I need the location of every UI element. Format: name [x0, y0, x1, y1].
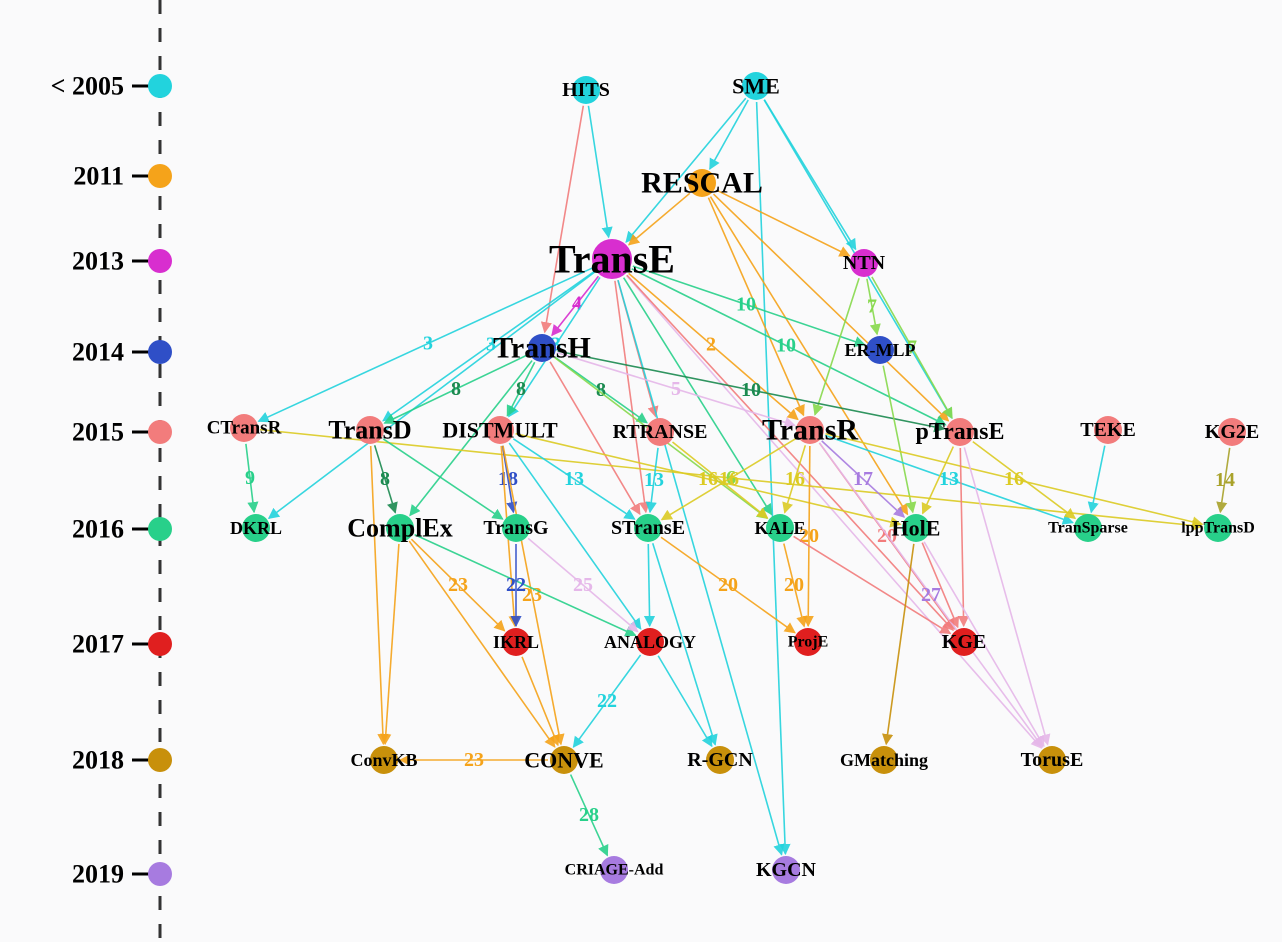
graph-node-label: R-GCN — [687, 749, 753, 771]
timeline-dot — [148, 862, 172, 886]
edge-weight-label: 9 — [245, 467, 255, 489]
graph-node-label: TorusE — [1021, 749, 1084, 771]
graph-node-label: CONVE — [524, 748, 603, 773]
edge-weight-label: 16 — [785, 468, 805, 490]
timeline-year-label: < 2005 — [51, 72, 124, 101]
timeline-year-label: 2017 — [72, 630, 124, 659]
graph-node-label: DISTMULT — [442, 418, 558, 443]
edge-weight-label: 10 — [776, 335, 796, 357]
graph-edge — [960, 448, 963, 626]
graph-edge — [588, 106, 608, 237]
timeline-dot — [148, 748, 172, 772]
edge-weight-label: 8 — [451, 378, 461, 400]
graph-node-label: TransH — [493, 332, 591, 365]
edge-weight-label: 17 — [853, 468, 873, 490]
graph-edge — [716, 190, 849, 256]
edge-weight-label: 28 — [579, 804, 599, 826]
graph-node-label: KALE — [754, 518, 805, 538]
edge-weight-label: 16 — [719, 468, 739, 490]
edge-weight-label: 23 — [464, 749, 484, 771]
graph-edge — [385, 544, 399, 744]
graph-node-label: ConvKB — [350, 750, 417, 770]
graph-edge — [1091, 446, 1105, 513]
edge-weight-label: 20 — [718, 574, 738, 596]
graph-node-label: RTRANSE — [613, 421, 708, 443]
graph-node-label: RESCAL — [641, 167, 763, 200]
timeline-dot — [148, 249, 172, 273]
timeline-year-label: 2019 — [72, 860, 124, 889]
graph-node-label: TransD — [328, 416, 411, 445]
graph-node-label: DKRL — [230, 518, 282, 538]
edge-weight-label: 16 — [1004, 468, 1024, 490]
graph-node-label: TransE — [549, 237, 675, 282]
edge-weight-label: 8 — [516, 378, 526, 400]
edge-weight-label: 8 — [380, 468, 390, 490]
timeline-year-label: 2016 — [72, 515, 124, 544]
graph-edge — [964, 447, 1047, 744]
timeline-dot — [148, 164, 172, 188]
edge-weight-label: 5 — [671, 378, 681, 400]
graph-node-label: GMatching — [840, 750, 928, 770]
graph-node-label: IKRL — [493, 632, 539, 652]
edge-weight-label: 7 — [867, 296, 877, 318]
timeline-dot — [148, 517, 172, 541]
edge-weight-label: 20 — [784, 574, 804, 596]
graph-node-label: TransR — [762, 414, 858, 447]
timeline-year-label: 2015 — [72, 418, 124, 447]
edge-weight-label: 23 — [448, 574, 468, 596]
timeline-year-label: 2014 — [72, 338, 124, 367]
graph-node-label: HITS — [562, 79, 610, 101]
graph-node-label: ComplEx — [347, 514, 452, 543]
graph-node-label: ProjE — [788, 634, 829, 651]
graph-node-label: TransG — [483, 517, 549, 539]
graph-edge — [648, 544, 649, 626]
graph-edge — [883, 366, 913, 513]
graph-node-label: TEKE — [1080, 419, 1136, 441]
edges-layer: 4333210107788851079681318162313161617131… — [245, 98, 1235, 855]
graph-edge — [269, 272, 595, 518]
edge-weight-label: 2 — [706, 334, 716, 356]
graph-node-label: KG2E — [1205, 421, 1259, 443]
graph-node-label: pTransE — [916, 419, 1005, 445]
edge-weight-label: 25 — [573, 574, 593, 596]
graph-edge — [615, 281, 646, 512]
graph-node-label: KGE — [942, 631, 986, 653]
graph-edge — [658, 656, 712, 746]
graph-node-label: HolE — [892, 516, 941, 541]
graph-node-label: NTN — [843, 252, 886, 274]
graph-node-label: CRIAGE-Add — [565, 862, 664, 879]
graph-node-label: ER-MLP — [845, 340, 916, 360]
edge-weight-label: 22 — [597, 690, 617, 712]
edge-weight-label: 10 — [741, 379, 761, 401]
timeline-dot — [148, 340, 172, 364]
graph-edge — [973, 442, 1075, 519]
edge-weight-label: 13 — [644, 469, 664, 491]
timeline-dot — [148, 74, 172, 98]
graph-node-label: KGCN — [756, 859, 817, 881]
graph-edge — [371, 446, 384, 744]
timeline-dot — [148, 420, 172, 444]
timeline-year-label: 2011 — [73, 162, 124, 191]
graph-node-label: lppTransD — [1181, 520, 1255, 537]
edge-weight-label: 13 — [564, 468, 584, 490]
graph-edge — [627, 276, 1042, 748]
edge-weight-label: 3 — [423, 333, 433, 355]
edge-weight-label: 10 — [736, 294, 756, 316]
graph-node-label: CTransR — [207, 418, 282, 439]
timeline-dot — [148, 632, 172, 656]
edge-weight-label: 14 — [1215, 469, 1235, 491]
graph-edge — [886, 544, 914, 744]
graph-edge — [757, 102, 786, 854]
edge-weight-label: 27 — [921, 584, 941, 606]
graph-edge — [383, 439, 502, 519]
graph-node-label: ANALOGY — [604, 632, 696, 652]
edge-weight-label: 22 — [506, 574, 526, 596]
timeline-year-label: 2013 — [72, 247, 124, 276]
timeline-year-label: 2018 — [72, 746, 124, 775]
graph-node-label: TranSparse — [1048, 520, 1128, 537]
graph-node-label: SME — [732, 74, 780, 99]
graph-node-label: STransE — [611, 517, 685, 539]
